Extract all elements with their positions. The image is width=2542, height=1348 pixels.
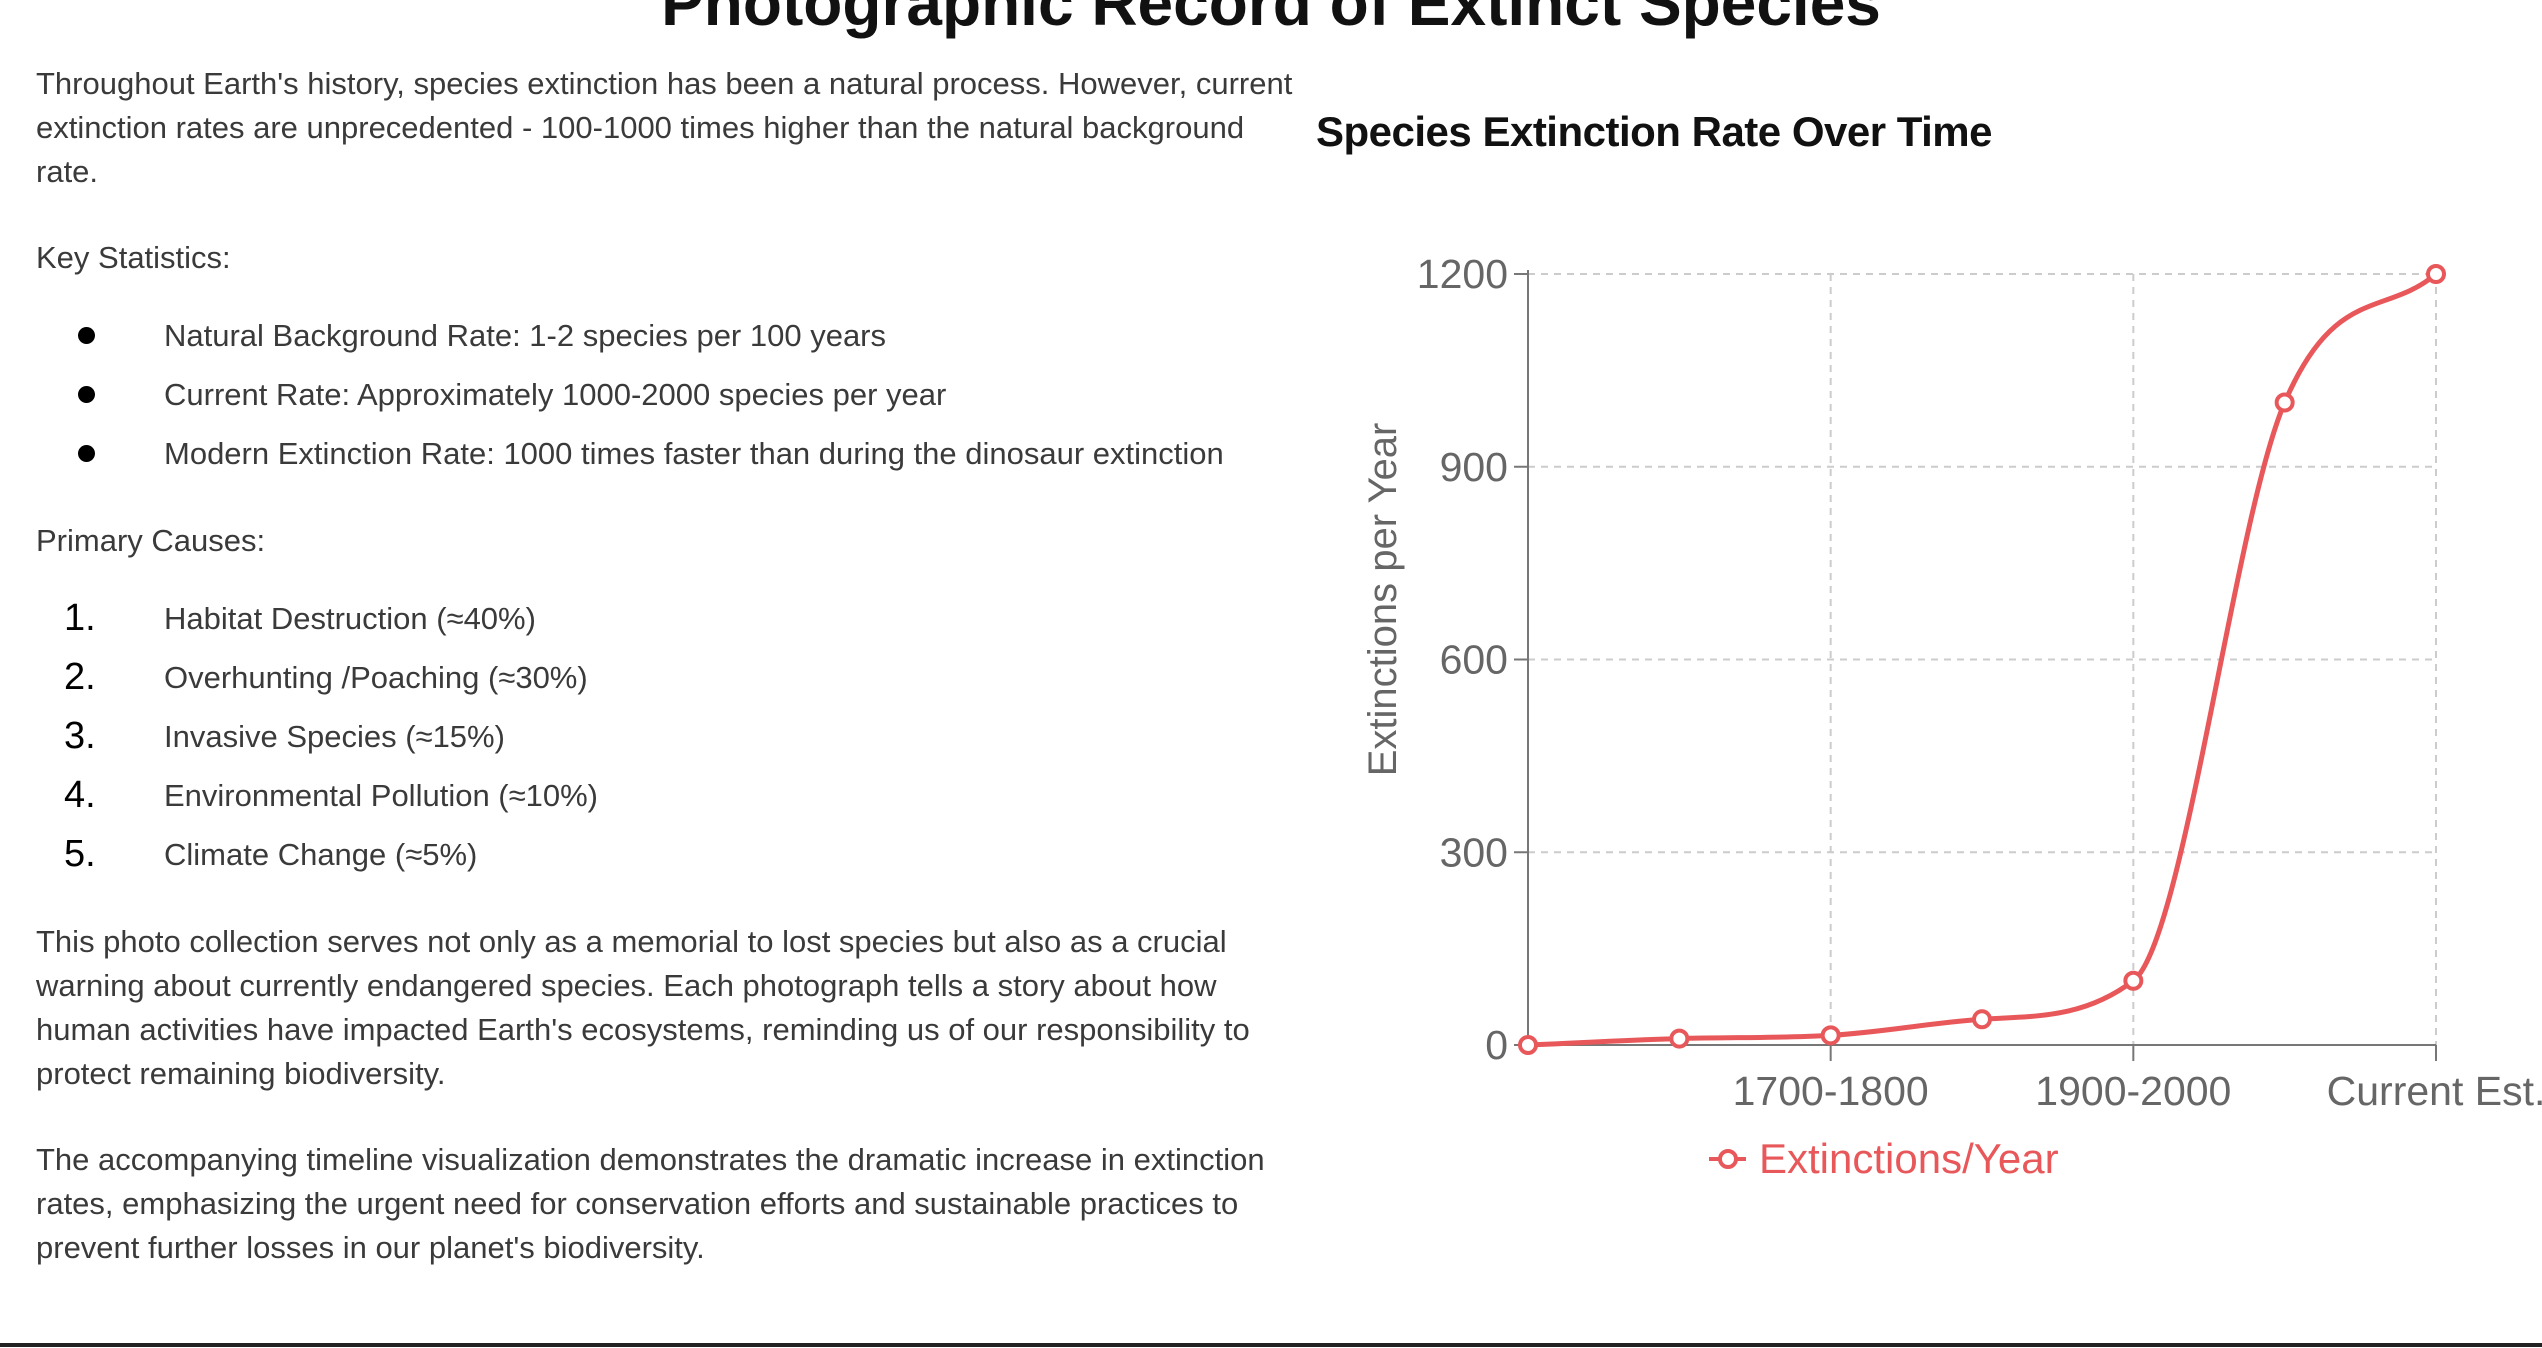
data-point [1820, 1025, 1841, 1046]
timeline-paragraph: The accompanying timeline visualization … [36, 1142, 1265, 1265]
intro-paragraph: Throughout Earth's history, species exti… [36, 66, 1293, 189]
bullet-icon [78, 327, 95, 344]
data-point [1518, 1035, 1538, 1055]
list-item: Current Rate: Approximately 1000-2000 sp… [36, 365, 1306, 424]
legend-marker [1718, 1149, 1738, 1169]
list-item: 4. Environmental Pollution (≈10%) [36, 766, 1306, 825]
data-point [1972, 1009, 1992, 1030]
cause-text: Climate Change (≈5%) [164, 837, 478, 872]
list-item: 5. Climate Change (≈5%) [36, 825, 1306, 884]
bottom-divider [0, 1343, 2542, 1347]
x-tick-label: 1900-2000 [2035, 1068, 2231, 1114]
list-number: 3. [64, 715, 96, 757]
y-tick-label: 600 [1440, 637, 1508, 683]
list-number: 2. [64, 656, 96, 698]
bullet-icon [78, 445, 95, 462]
list-item: 3. Invasive Species (≈15%) [36, 707, 1306, 766]
y-tick-label: 0 [1485, 1022, 1508, 1068]
cause-text: Overhunting /Poaching (≈30%) [164, 660, 588, 695]
data-point [2123, 970, 2144, 991]
y-tick-label: 300 [1440, 829, 1508, 875]
cause-text: Habitat Destruction (≈40%) [164, 601, 536, 636]
legend-label: Extinctions/Year [1759, 1135, 2059, 1182]
data-point [1669, 1028, 1690, 1049]
y-tick-label: 900 [1440, 444, 1508, 490]
list-item: Modern Extinction Rate: 1000 times faste… [36, 424, 1306, 483]
list-number: 1. [64, 597, 96, 639]
data-point [2274, 392, 2295, 413]
x-tick-label: Current Est. [2327, 1068, 2542, 1114]
data-point [2426, 264, 2446, 284]
list-item: 2. Overhunting /Poaching (≈30%) [36, 648, 1306, 707]
cause-text: Environmental Pollution (≈10%) [164, 778, 598, 813]
page-title: Photographic Record of Extinct Species [661, 0, 1881, 39]
stat-text: Natural Background Rate: 1-2 species per… [164, 318, 887, 353]
stats-list: Natural Background Rate: 1-2 species per… [36, 306, 1306, 483]
list-item: 1. Habitat Destruction (≈40%) [36, 589, 1306, 648]
y-tick-label: 1200 [1417, 251, 1508, 297]
list-number: 5. [64, 833, 96, 875]
stat-text: Modern Extinction Rate: 1000 times faste… [164, 436, 1224, 471]
causes-list: 1. Habitat Destruction (≈40%) 2. Overhunti… [36, 589, 1306, 884]
bullet-icon [78, 386, 95, 403]
extinction-rate-chart: 0 300 600 900 1200 1700-1800 1900-2000 Current … [1361, 251, 2542, 1182]
y-axis-label: Extinctions per Year [1361, 423, 1405, 777]
chart-title: Species Extinction Rate Over Time [1316, 108, 1993, 155]
list-number: 4. [64, 774, 96, 816]
cause-text: Invasive Species (≈15%) [164, 719, 505, 754]
memorial-paragraph: This photo collection serves not only as… [36, 924, 1250, 1091]
article: Throughout Earth's history, species exti… [36, 62, 1306, 1270]
x-tick-label: 1700-1800 [1733, 1068, 1929, 1114]
stats-heading: Key Statistics: [36, 240, 231, 275]
stat-text: Current Rate: Approximately 1000-2000 sp… [164, 377, 947, 412]
list-item: Natural Background Rate: 1-2 species per… [36, 306, 1306, 365]
causes-heading: Primary Causes: [36, 523, 266, 558]
